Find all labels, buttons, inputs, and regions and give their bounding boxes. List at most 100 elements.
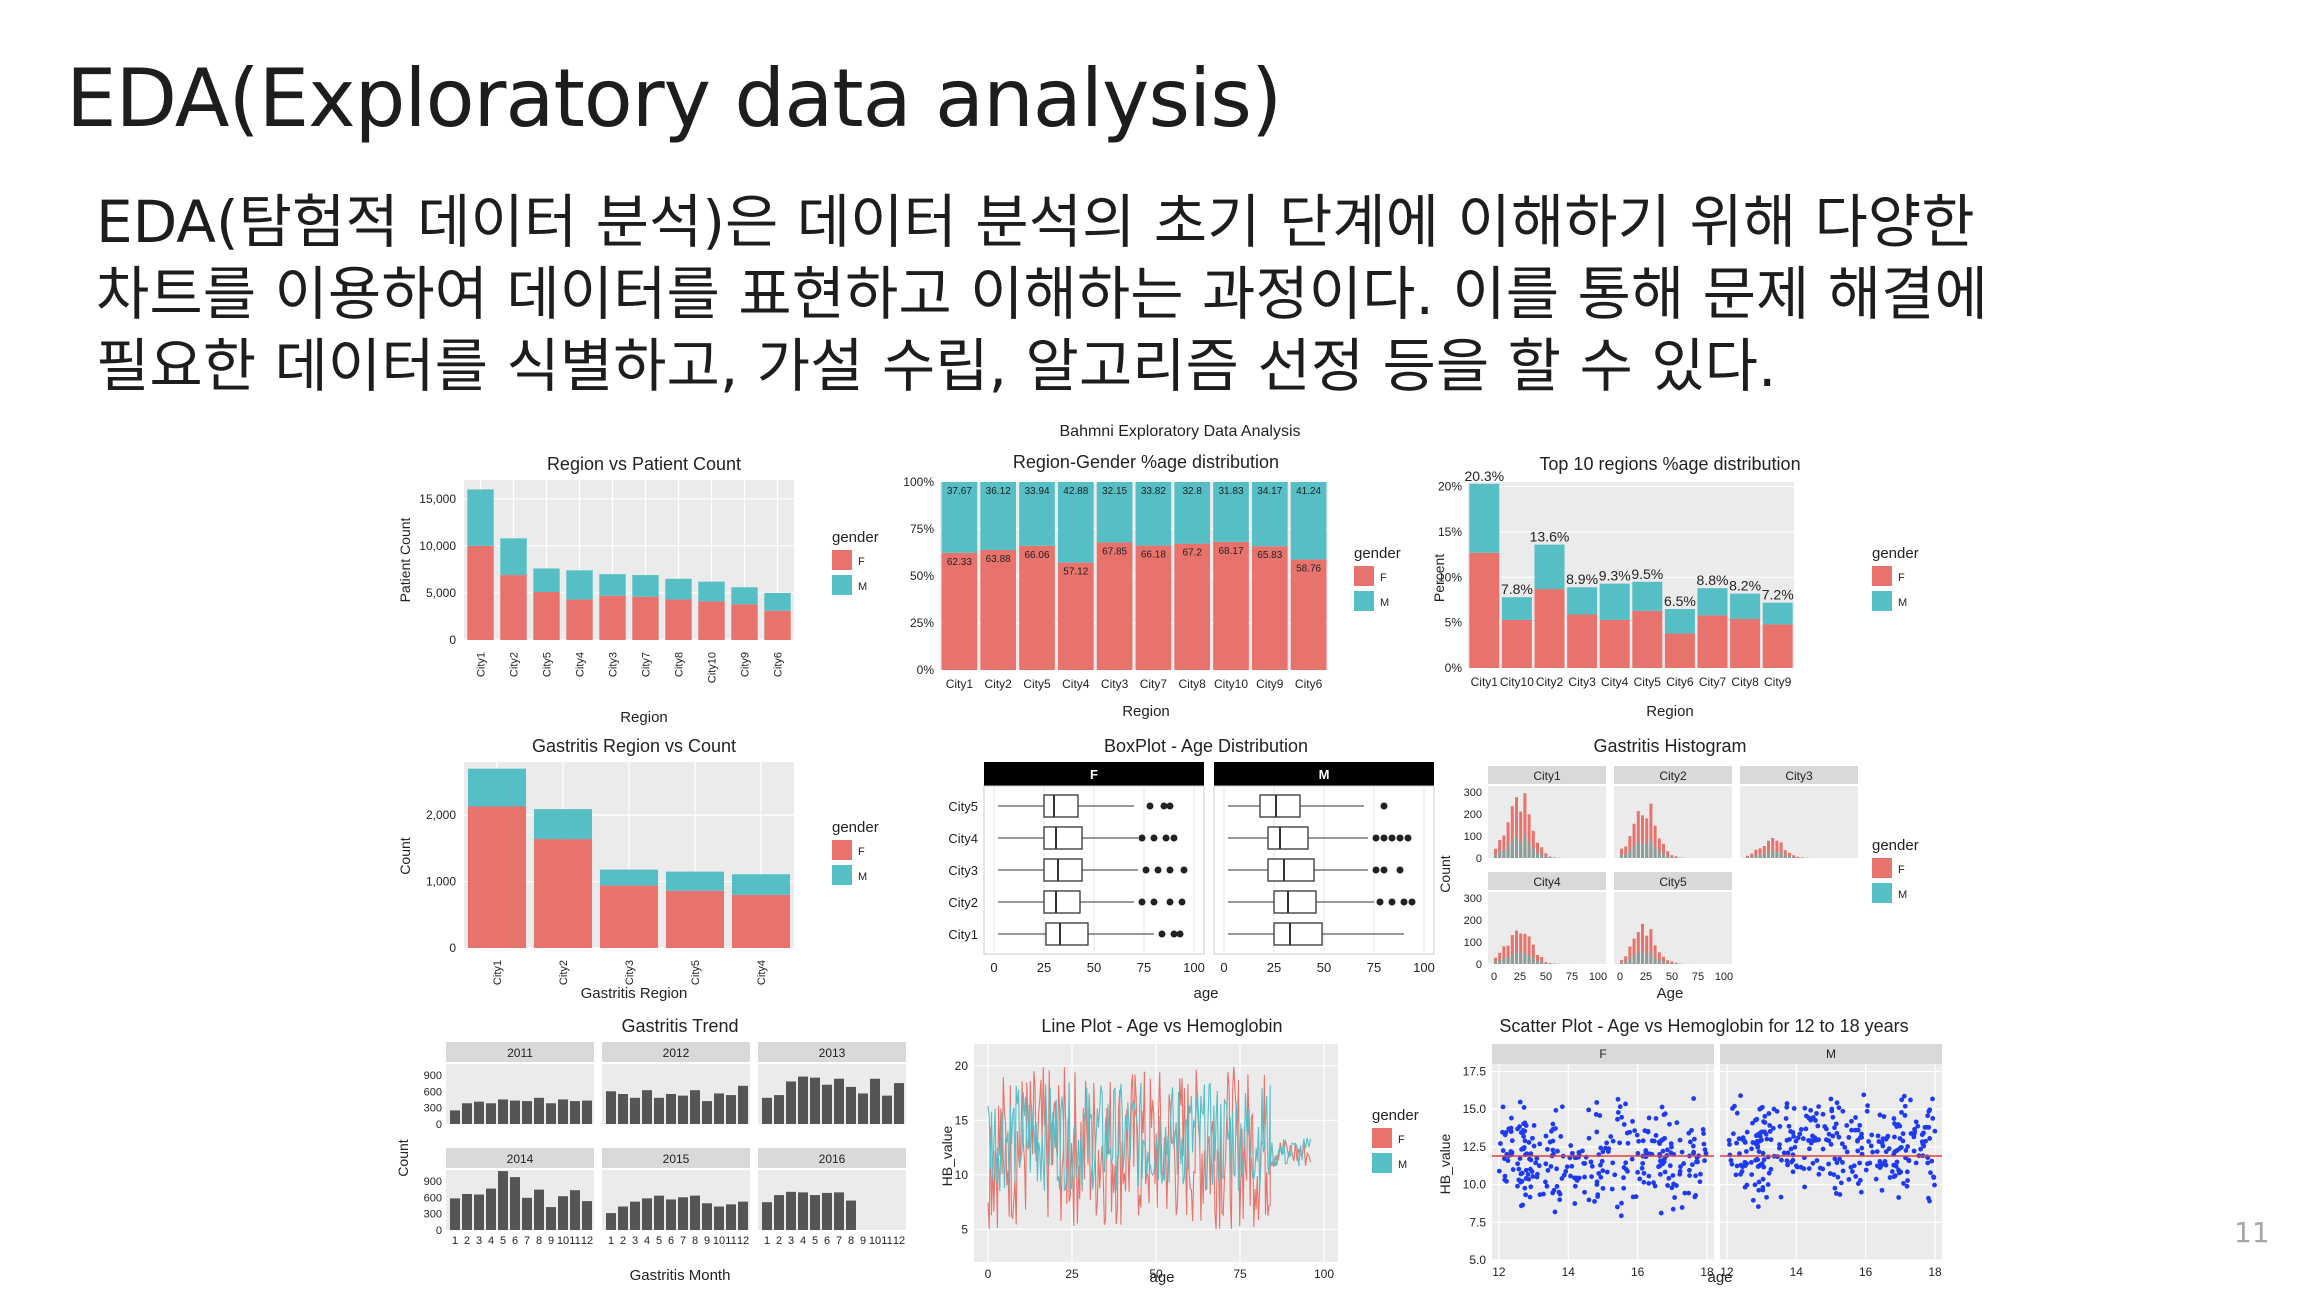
box-City2: [1044, 891, 1080, 913]
bar-City3-F: [1097, 542, 1133, 670]
bar-City1-F: [467, 546, 493, 640]
y-axis-label: Patient Count: [397, 517, 413, 602]
y-tick-label: 7.5: [1469, 1215, 1486, 1229]
legend-key-m: [1872, 591, 1892, 611]
scatter-point: [1933, 1129, 1938, 1134]
box-City4: [1044, 827, 1082, 849]
hist-bar-m: [1750, 856, 1753, 858]
bar-2014-m8: [534, 1190, 544, 1230]
scatter-point: [1766, 1182, 1771, 1187]
hist-bar-m: [1494, 855, 1497, 858]
scatter-point: [1600, 1168, 1605, 1173]
scatter-point: [1650, 1138, 1655, 1143]
bar-City1-F: [468, 807, 526, 948]
y-axis-label: Percent: [1431, 554, 1447, 602]
bar-2012-m8: [690, 1090, 700, 1124]
bar-2016-m7: [834, 1192, 844, 1230]
scatter-point: [1858, 1178, 1863, 1183]
hist-bar-m: [1494, 962, 1497, 964]
body-line-2: 차트를 이용하여 데이터를 표현하고 이해하는 과정이다. 이를 통해 문제 해…: [96, 258, 1988, 330]
bar-City2-M: [1535, 545, 1565, 589]
bar-City6-F: [1665, 634, 1695, 668]
outlier: [1139, 899, 1146, 906]
scatter-point: [1815, 1158, 1820, 1163]
bar-2011-m3: [474, 1102, 484, 1124]
hist-bar-m: [1654, 957, 1657, 964]
scatter-point: [1662, 1136, 1667, 1141]
scatter-point: [1744, 1161, 1749, 1166]
scatter-point: [1658, 1172, 1663, 1177]
scatter-point: [1528, 1195, 1533, 1200]
outlier: [1405, 835, 1412, 842]
scatter-point: [1769, 1137, 1774, 1142]
scatter-point: [1799, 1127, 1804, 1132]
scatter-point: [1849, 1119, 1854, 1124]
scatter-point: [1687, 1173, 1692, 1178]
bar-City3-M: [599, 574, 625, 596]
scatter-point: [1671, 1207, 1676, 1212]
x-tick-label: 5: [656, 1235, 662, 1247]
scatter-point: [1533, 1160, 1538, 1165]
x-tick-label: 50: [1317, 960, 1331, 975]
chart-title: Gastritis Region vs Count: [532, 736, 736, 756]
scatter-point: [1636, 1139, 1641, 1144]
facet-label: City1: [1533, 769, 1561, 783]
scatter-point: [1504, 1179, 1509, 1184]
outlier: [1381, 867, 1388, 874]
bar-2016-m4: [798, 1192, 808, 1230]
legend-label-f: F: [1398, 1134, 1405, 1146]
scatter-point: [1777, 1146, 1782, 1151]
scatter-point: [1855, 1148, 1860, 1153]
scatter-point: [1582, 1175, 1587, 1180]
y-tick-label: City3: [948, 863, 978, 878]
bar-2016-m8: [846, 1201, 856, 1230]
scatter-point: [1754, 1117, 1759, 1122]
facet-label: 2015: [663, 1152, 690, 1166]
bar-2013-m7: [834, 1079, 844, 1124]
scatter-point: [1508, 1128, 1513, 1133]
hist-bar-m: [1515, 952, 1518, 964]
bar-City4-F: [566, 600, 592, 640]
scatter-point: [1835, 1100, 1840, 1105]
bar-City7-F: [1136, 546, 1172, 670]
legend-key-f: [1872, 566, 1892, 586]
scatter-point: [1534, 1156, 1539, 1161]
scatter-point: [1804, 1114, 1809, 1119]
scatter-point: [1813, 1118, 1818, 1123]
scatter-point: [1665, 1183, 1670, 1188]
outlier: [1155, 867, 1162, 874]
scatter-point: [1821, 1112, 1826, 1117]
x-tick-label: 0: [990, 960, 997, 975]
outlier: [1373, 867, 1380, 874]
scatter-point: [1594, 1130, 1599, 1135]
bar-City5-M: [533, 568, 559, 592]
hist-bar-m: [1633, 846, 1636, 858]
scatter-point: [1563, 1169, 1568, 1174]
scatter-point: [1797, 1132, 1802, 1137]
scatter-point: [1914, 1119, 1919, 1124]
scatter-point: [1822, 1124, 1827, 1129]
bar-2012-m1: [606, 1091, 616, 1124]
scatter-point: [1690, 1162, 1695, 1167]
scatter-point: [1927, 1107, 1932, 1112]
bar-2013-m9: [858, 1093, 868, 1124]
hist-bar-m: [1666, 963, 1669, 964]
scatter-point: [1738, 1093, 1743, 1098]
x-tick-label: 6: [512, 1235, 518, 1247]
x-tick-label: 100: [1413, 960, 1435, 975]
bar-2014-m10: [558, 1196, 568, 1230]
hist-bar-m: [1645, 844, 1648, 858]
x-tick-label: City5: [1634, 675, 1662, 689]
legend-label-f: F: [858, 846, 865, 858]
scatter-point: [1764, 1195, 1769, 1200]
scatter-point: [1527, 1140, 1532, 1145]
data-label: 6.5%: [1664, 593, 1696, 609]
bar-City3-F: [1567, 614, 1597, 668]
y-axis-label: Count: [1437, 855, 1453, 892]
bar-2015-m4: [642, 1198, 652, 1230]
hist-bar-m: [1536, 853, 1539, 858]
x-tick-label: 8: [848, 1235, 854, 1247]
x-tick-label: 6: [824, 1235, 830, 1247]
hist-bar-m: [1519, 842, 1522, 858]
